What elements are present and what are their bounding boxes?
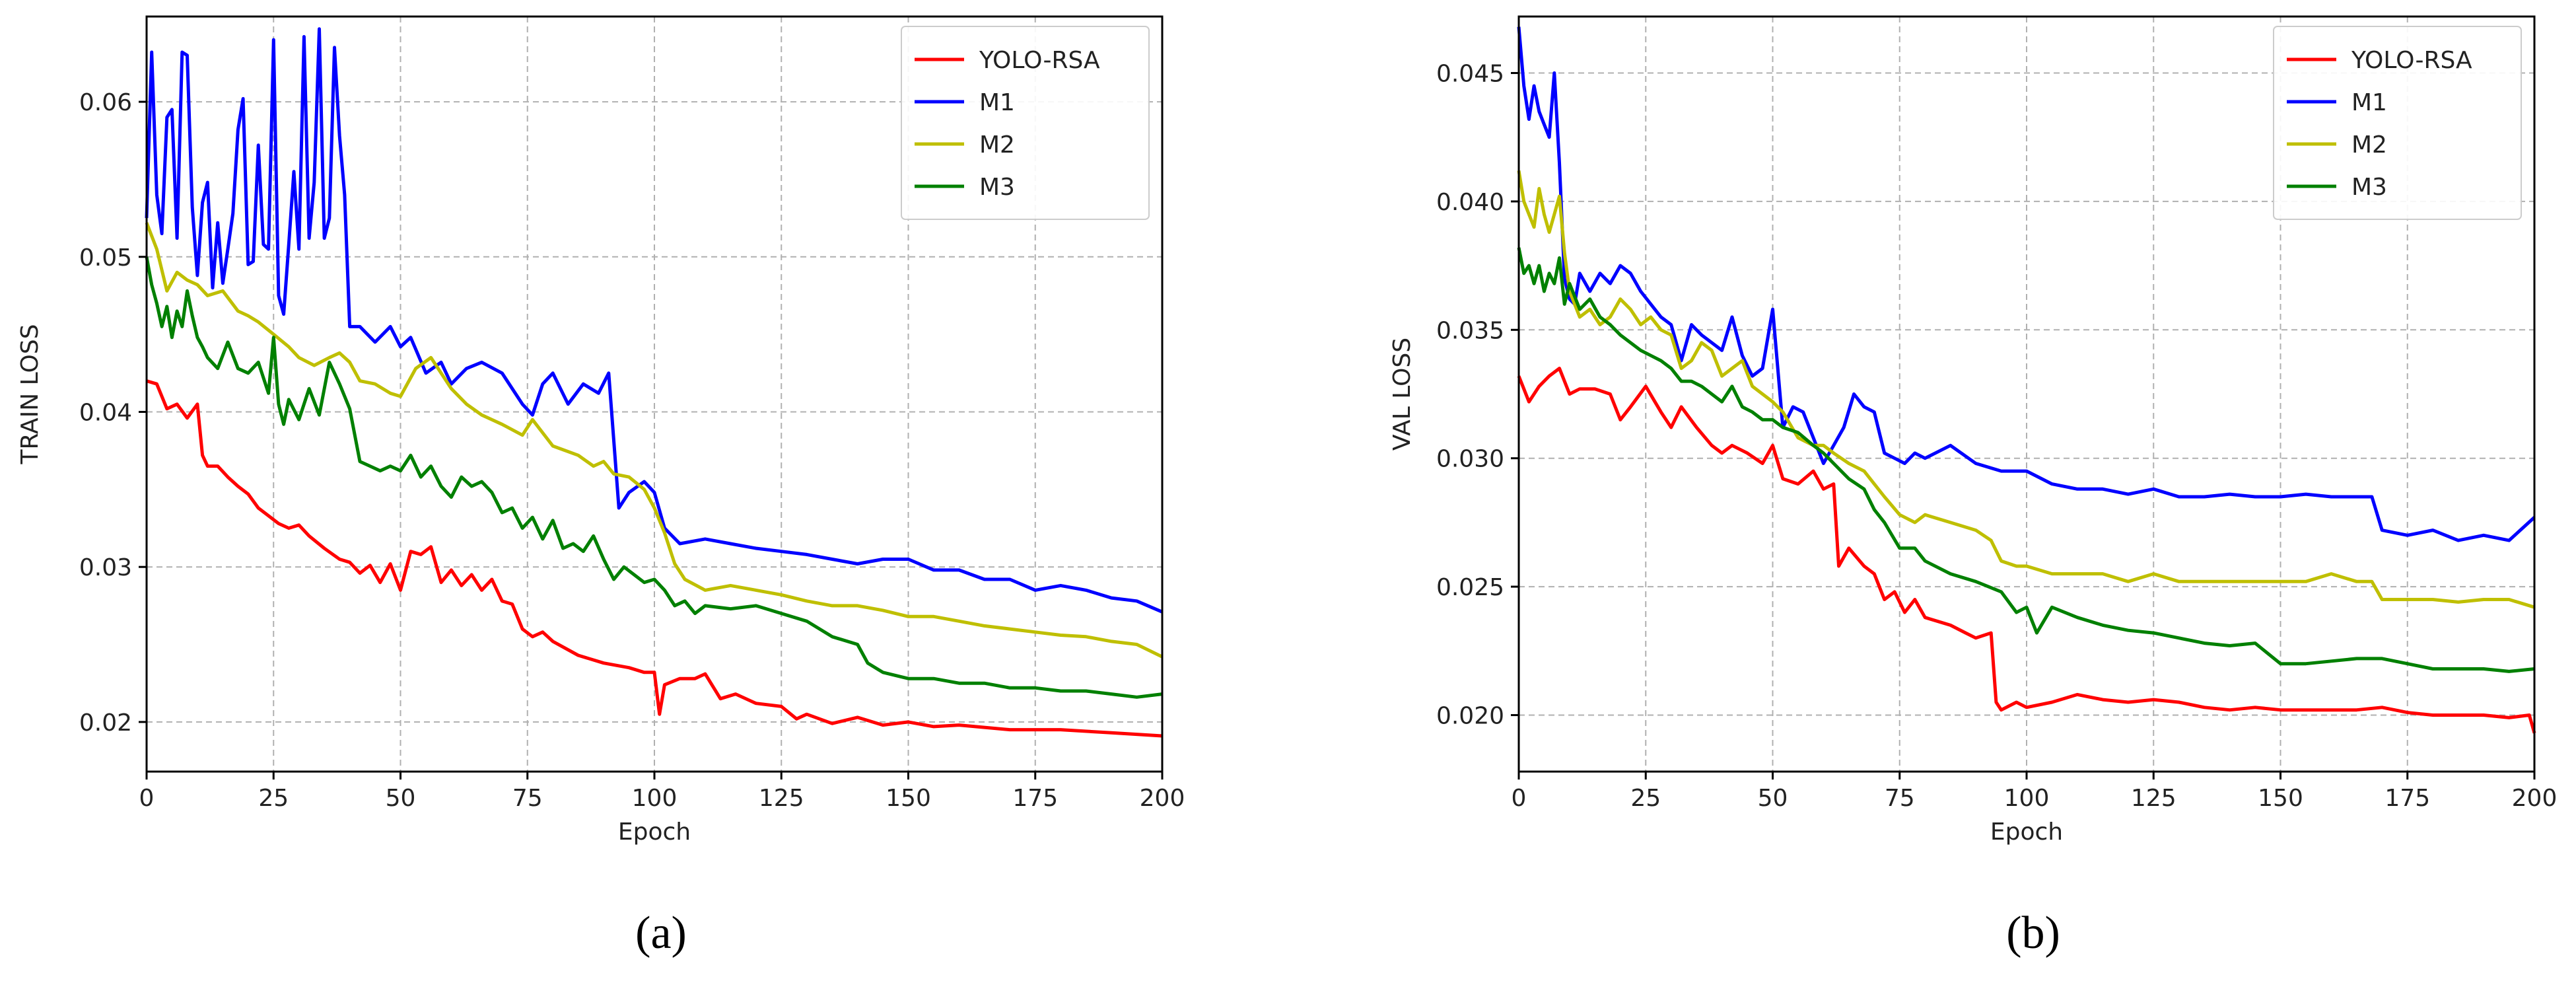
series-line-m2 (1517, 170, 2535, 609)
x-ticks-a: 0 25 50 75 100 125 150 175 200 (139, 772, 1185, 812)
y-tick-label: 0.025 (1436, 574, 1504, 601)
y-tick-label: 0.040 (1436, 189, 1504, 216)
x-tick-label: 100 (632, 785, 678, 812)
x-tick-label: 125 (759, 785, 804, 812)
series-line-m3 (145, 256, 1163, 699)
y-tick-label: 0.020 (1436, 702, 1504, 729)
x-tick-label: 150 (2258, 785, 2303, 812)
legend-label: M1 (979, 89, 1015, 116)
chart-panel-b: 0 25 50 75 100 125 150 175 200 0.0200.0250.0300.… (1389, 15, 2558, 959)
x-tick-label: 100 (2004, 785, 2050, 812)
series-group-a (145, 27, 1164, 738)
x-tick-label: 0 (139, 785, 155, 812)
panel-label-a: (a) (635, 908, 687, 959)
series-line-yolo-rsa (146, 379, 1163, 738)
x-tick-label: 175 (1012, 785, 1058, 812)
x-tick-label: 25 (1630, 785, 1661, 812)
series-line-yolo-rsa (1517, 367, 2536, 734)
x-ticks-b: 0 25 50 75 100 125 150 175 200 (1512, 772, 2558, 812)
legend-label: M3 (2351, 174, 2387, 201)
series-line-m1 (145, 27, 1163, 614)
y-ticks-b: 0.020 0.025 0.030 0.035 0.040 0.045 (1436, 61, 1519, 729)
panel-label-b: (b) (2006, 908, 2060, 959)
legend-box (2273, 26, 2522, 220)
y-tick-label: 0.045 (1436, 61, 1504, 88)
legend-box (901, 26, 1150, 220)
x-tick-label: 25 (258, 785, 289, 812)
legend-label: YOLO-RSA (2351, 47, 2472, 74)
series-group-b (1517, 26, 2536, 734)
x-tick-label: 50 (386, 785, 416, 812)
y-axis-label-b: VAL LOSS (1389, 338, 1416, 451)
x-tick-label: 200 (2512, 785, 2558, 812)
x-tick-label: 200 (1140, 785, 1185, 812)
legend-label: M1 (2351, 89, 2387, 116)
legend-label: M2 (2351, 131, 2387, 159)
y-ticks-a: 0.02 0.03 0.04 0.05 0.06 (79, 89, 147, 737)
y-tick-label: 0.03 (79, 554, 132, 581)
y-tick-label: 0.035 (1436, 317, 1504, 344)
series-line-m3 (1517, 247, 2535, 673)
chart-panel-a: 0 25 50 75 100 125 150 175 200 0.020.030.040.050… (17, 15, 1185, 959)
x-tick-label: 75 (1885, 785, 1915, 812)
y-tick-label: 0.02 (79, 709, 132, 737)
legend-a: YOLO-RSA M1 M2 M3 (901, 26, 1150, 220)
x-axis-label-b: Epoch (1990, 818, 2063, 846)
x-tick-label: 50 (1758, 785, 1788, 812)
y-tick-label: 0.04 (79, 399, 132, 426)
y-tick-label: 0.030 (1436, 446, 1504, 473)
x-tick-label: 150 (886, 785, 931, 812)
x-tick-label: 0 (1512, 785, 1527, 812)
x-axis-label-a: Epoch (618, 818, 691, 846)
legend-label: M3 (979, 174, 1015, 201)
y-tick-label: 0.06 (79, 89, 132, 116)
x-tick-label: 175 (2385, 785, 2430, 812)
x-tick-label: 75 (512, 785, 543, 812)
legend-label: YOLO-RSA (979, 47, 1100, 74)
legend-b: YOLO-RSA M1 M2 M3 (2273, 26, 2522, 220)
y-axis-label-a: TRAIN LOSS (17, 324, 44, 465)
legend-label: M2 (979, 131, 1015, 159)
series-line-m2 (145, 222, 1164, 659)
y-tick-label: 0.05 (79, 244, 132, 272)
x-tick-label: 125 (2131, 785, 2176, 812)
